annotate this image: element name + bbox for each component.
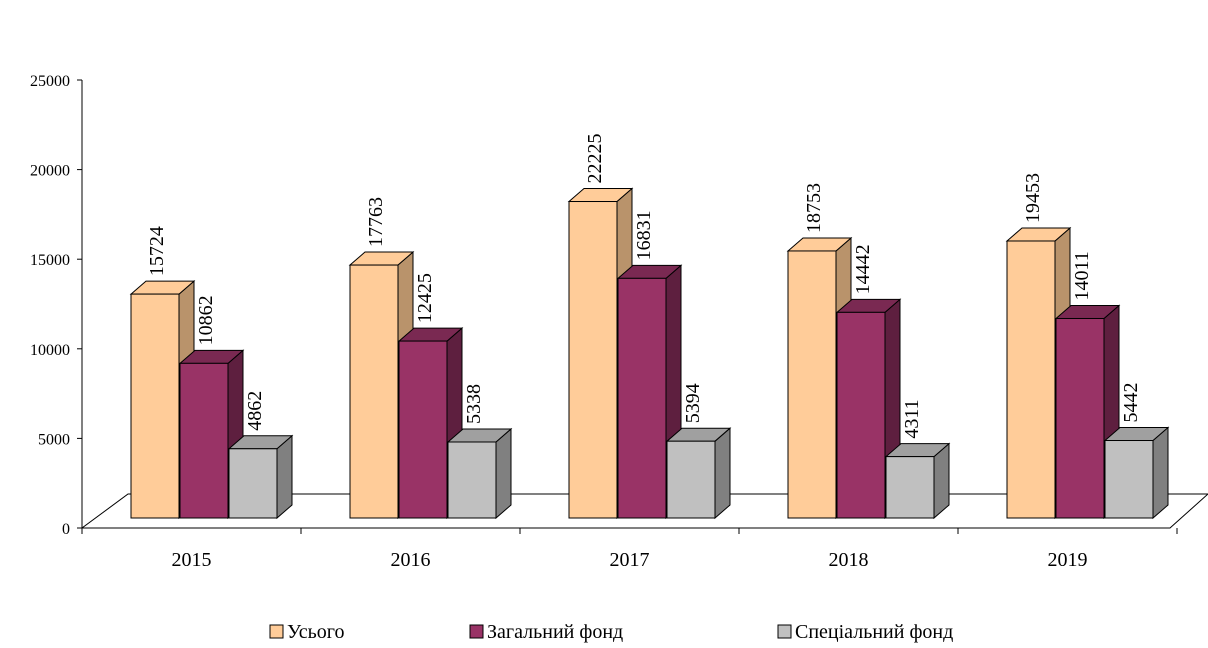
bar: [1103, 426, 1170, 520]
bar-front: [836, 311, 886, 519]
bar: [884, 442, 951, 520]
legend-item: Загальний фонд: [469, 621, 623, 643]
legend: Усього Загальний фонд Спеціальний фонд: [269, 621, 953, 643]
y-tick-label: 0: [62, 521, 70, 538]
data-label: 12425: [414, 273, 436, 323]
bar-front: [568, 201, 618, 519]
data-labels: 15724 10862 4862 17763 12425 5338 22225 16831 53…: [146, 134, 1142, 439]
x-tick-label: 2019: [1048, 549, 1088, 571]
legend-swatch: [469, 624, 484, 639]
data-label: 4311: [901, 399, 923, 438]
data-label: 22225: [584, 134, 606, 184]
bar-side: [276, 434, 293, 520]
bar: [227, 434, 294, 520]
bar-front: [787, 250, 837, 519]
legend-label: Загальний фонд: [487, 621, 623, 643]
bar: [446, 427, 513, 520]
bars: [129, 187, 1170, 520]
chart-axes: 0 5000 10000 15000 20000 25000 2015 2016 2017 201…: [30, 73, 1178, 571]
data-label: 4862: [244, 391, 266, 431]
bar-front: [1104, 440, 1154, 519]
y-tick-label: 20000: [30, 163, 70, 180]
bar-front: [398, 340, 448, 519]
bar-front: [1006, 240, 1056, 519]
bar-front: [447, 441, 497, 519]
bar-front: [617, 277, 667, 519]
bar-front: [179, 362, 229, 519]
data-label: 5338: [463, 384, 485, 424]
data-label: 19453: [1022, 173, 1044, 223]
bar-front: [349, 264, 399, 519]
x-tick-label: 2016: [391, 549, 431, 571]
x-tick-label: 2017: [610, 549, 650, 571]
data-label: 18753: [803, 183, 825, 233]
bar: [129, 279, 196, 520]
legend-swatch: [777, 624, 792, 639]
bar: [665, 427, 732, 520]
data-label: 5442: [1120, 383, 1142, 423]
y-tick-label: 15000: [30, 252, 70, 269]
bar-front: [885, 456, 935, 519]
bar-side: [495, 427, 512, 520]
bar-side: [1152, 426, 1169, 520]
y-tick-label: 5000: [38, 431, 70, 448]
x-tick-label: 2018: [829, 549, 869, 571]
bar-side: [714, 427, 731, 520]
data-label: 15724: [146, 226, 168, 276]
legend-label: Усього: [287, 621, 344, 643]
data-label: 14011: [1071, 251, 1093, 300]
bar-front: [228, 448, 278, 519]
data-label: 5394: [682, 383, 704, 423]
legend-item: Спеціальний фонд: [777, 621, 953, 643]
y-tick-label: 25000: [30, 73, 70, 90]
legend-item: Усього: [269, 621, 344, 643]
bar-front: [130, 293, 180, 519]
legend-swatch: [269, 624, 284, 639]
data-label: 16831: [633, 210, 655, 260]
data-label: 14442: [852, 244, 874, 294]
bar-front: [666, 440, 716, 519]
data-label: 10862: [195, 295, 217, 345]
y-tick-label: 10000: [30, 342, 70, 359]
bar-front: [1055, 317, 1105, 519]
data-label: 17763: [365, 197, 387, 247]
x-tick-label: 2015: [172, 549, 212, 571]
bar: [178, 349, 245, 520]
legend-label: Спеціальний фонд: [795, 621, 953, 643]
